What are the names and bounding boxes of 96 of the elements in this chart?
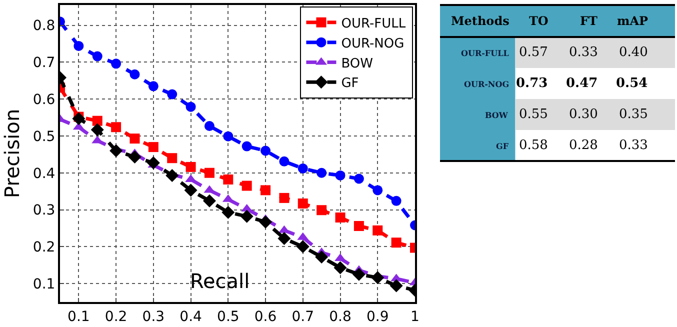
point bbox=[167, 89, 178, 100]
point bbox=[146, 156, 160, 170]
y-tick-label: OUR-FULL bbox=[461, 48, 510, 58]
point bbox=[260, 146, 271, 156]
point bbox=[204, 168, 214, 178]
point bbox=[371, 271, 384, 284]
x-tick-label: 1 bbox=[410, 308, 420, 325]
point bbox=[242, 141, 252, 152]
y-tick-label: BOW bbox=[485, 110, 509, 120]
point bbox=[278, 232, 291, 246]
data-label: 0.47 bbox=[566, 76, 598, 91]
y-tick-label: 0.5 bbox=[32, 128, 56, 145]
data-label: 0.33 bbox=[569, 45, 598, 60]
point bbox=[296, 240, 310, 254]
point bbox=[111, 58, 122, 69]
point bbox=[202, 194, 216, 208]
data-label: 0.33 bbox=[619, 138, 648, 153]
point bbox=[223, 131, 234, 142]
point bbox=[391, 196, 402, 206]
point bbox=[298, 198, 308, 208]
x-tick-label: mAP bbox=[617, 14, 648, 28]
point bbox=[240, 210, 254, 223]
y-axis-title: Precision bbox=[0, 108, 24, 198]
point bbox=[166, 168, 179, 182]
point bbox=[130, 69, 140, 80]
point bbox=[148, 142, 158, 152]
point bbox=[352, 268, 366, 281]
point bbox=[223, 174, 234, 185]
data-label: 0.28 bbox=[569, 138, 598, 153]
y-tick-label: 0.2 bbox=[32, 240, 56, 256]
x-tick-label: 0.9 bbox=[366, 308, 389, 325]
x-tick-label: FT bbox=[580, 14, 598, 28]
y-tick-label: 0.7 bbox=[32, 55, 56, 72]
point bbox=[242, 180, 252, 191]
point bbox=[315, 250, 328, 264]
point bbox=[390, 279, 403, 292]
y-tick-label: 0.4 bbox=[32, 166, 56, 182]
legend-label: OUR-NOG bbox=[341, 36, 404, 52]
x-tick-label: 0.2 bbox=[104, 308, 128, 325]
data-label: 0.58 bbox=[519, 138, 548, 153]
x-tick-label: 0.1 bbox=[68, 308, 90, 325]
point bbox=[354, 221, 364, 231]
point bbox=[316, 205, 327, 216]
data-label: 0.54 bbox=[616, 76, 648, 91]
point bbox=[298, 163, 308, 174]
point bbox=[222, 206, 235, 219]
point bbox=[92, 116, 102, 126]
x-axis-title: Recall bbox=[190, 269, 250, 293]
x-tick-label: 0.8 bbox=[329, 308, 352, 325]
data-label: 0.40 bbox=[619, 45, 648, 60]
point bbox=[128, 150, 142, 164]
point bbox=[92, 51, 102, 62]
y-axis-title: Methods bbox=[451, 14, 510, 28]
x-tick-label: 0.7 bbox=[292, 308, 314, 325]
legend-label: BOW bbox=[341, 56, 374, 72]
x-tick-label: 0.3 bbox=[142, 308, 165, 325]
legend-label: GF bbox=[341, 76, 359, 92]
x-tick-label: 0.5 bbox=[217, 308, 240, 325]
point bbox=[279, 156, 290, 166]
x-tick-label: 0.6 bbox=[254, 308, 277, 325]
data-label: 0.35 bbox=[619, 107, 648, 122]
point bbox=[260, 185, 271, 196]
point bbox=[111, 122, 122, 132]
y-tick-label: 0.6 bbox=[32, 92, 56, 108]
x-tick-label: TO bbox=[529, 14, 548, 28]
point bbox=[186, 162, 196, 172]
point bbox=[335, 170, 346, 180]
y-tick-label: 0.1 bbox=[32, 276, 56, 292]
y-tick-label: GF bbox=[496, 141, 509, 151]
point bbox=[391, 238, 402, 248]
data-label: 0.57 bbox=[519, 45, 548, 60]
point bbox=[110, 144, 123, 158]
point bbox=[148, 81, 158, 92]
point bbox=[184, 184, 198, 197]
point bbox=[279, 192, 290, 203]
point bbox=[334, 261, 347, 274]
point bbox=[90, 123, 104, 136]
point bbox=[316, 168, 327, 178]
point bbox=[186, 102, 196, 112]
point bbox=[372, 185, 383, 196]
data-label: 0.30 bbox=[569, 107, 598, 122]
point bbox=[74, 40, 84, 51]
point bbox=[335, 212, 346, 223]
point bbox=[72, 112, 86, 126]
point bbox=[354, 174, 364, 184]
point bbox=[259, 215, 272, 228]
data-label: 0.73 bbox=[516, 76, 548, 91]
data-label: 0.55 bbox=[519, 107, 548, 122]
point bbox=[130, 134, 140, 144]
point bbox=[372, 225, 383, 236]
y-tick-label: 0.3 bbox=[32, 202, 56, 219]
point bbox=[204, 121, 214, 132]
x-tick-label: 0.4 bbox=[180, 308, 202, 325]
y-tick-label: OUR-NOG bbox=[464, 79, 510, 89]
point bbox=[167, 153, 178, 164]
legend-label: OUR-FULL bbox=[341, 16, 406, 32]
